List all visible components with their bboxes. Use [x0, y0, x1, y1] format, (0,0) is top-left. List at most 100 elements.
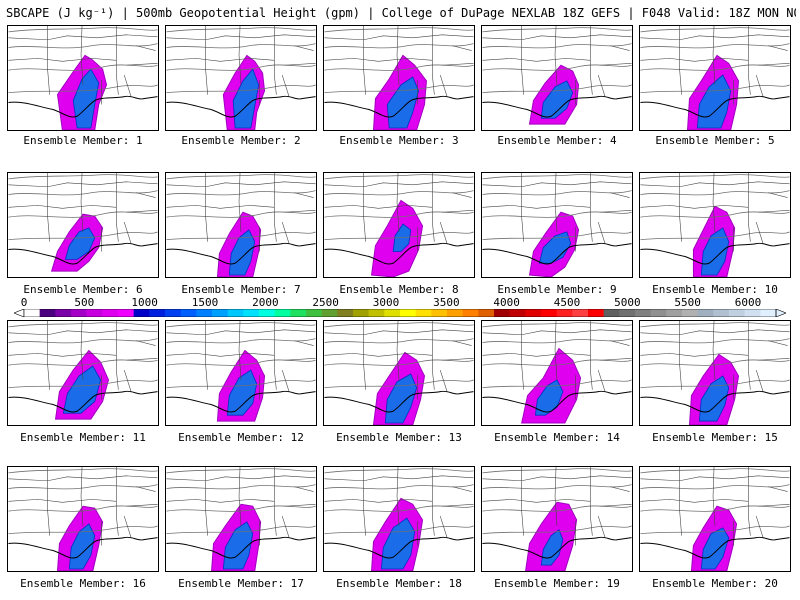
- colorbar-swatch: [180, 309, 197, 317]
- state-border: [679, 321, 682, 390]
- height-contour: [324, 43, 474, 49]
- height-contour: [166, 338, 316, 344]
- colorbar-swatch: [619, 309, 636, 317]
- state-border: [324, 353, 433, 357]
- state-border: [8, 58, 117, 62]
- height-contour: [640, 468, 790, 474]
- height-contour: [166, 190, 316, 196]
- height-contour: [324, 525, 474, 535]
- colorbar-swatch: [447, 309, 463, 317]
- state-border: [482, 475, 632, 482]
- height-contour: [640, 174, 790, 180]
- state-border: [442, 357, 474, 361]
- coastline: [640, 242, 790, 265]
- colorbar-swatch: [682, 309, 698, 317]
- state-border: [238, 321, 242, 380]
- state-border: [116, 321, 119, 390]
- ensemble-member-label: Ensemble Member: 13: [336, 431, 462, 444]
- ensemble-member-label: Ensemble Member: 15: [652, 431, 778, 444]
- colorbar-swatch: [227, 309, 244, 317]
- state-border: [135, 340, 156, 346]
- state-border: [281, 515, 290, 538]
- ensemble-map-panel: [7, 25, 159, 131]
- ensemble-map-panel: [165, 25, 317, 131]
- state-border: [284, 62, 316, 66]
- state-border: [281, 74, 290, 97]
- colorbar-tick-label: 1500: [191, 296, 219, 309]
- colorbar-swatch: [321, 309, 338, 317]
- colorbar-swatch: [713, 309, 730, 317]
- ensemble-member-label: Ensemble Member: 5: [655, 134, 775, 147]
- colorbar-swatch: [760, 309, 777, 317]
- state-border: [755, 515, 764, 538]
- map-canvas: [166, 26, 316, 130]
- height-contour: [8, 468, 158, 474]
- state-border: [293, 45, 314, 51]
- colorbar-swatch: [478, 309, 495, 317]
- height-contour: [482, 505, 632, 512]
- state-border: [47, 173, 50, 242]
- state-border: [554, 173, 558, 232]
- state-border: [748, 26, 751, 95]
- height-contour: [482, 525, 632, 535]
- height-contour: [324, 322, 474, 328]
- state-border: [758, 357, 790, 361]
- state-border: [205, 173, 208, 242]
- state-border: [640, 181, 790, 188]
- height-contour: [640, 64, 790, 71]
- map-canvas: [482, 26, 632, 125]
- colorbar-tick-label: 2500: [312, 296, 339, 309]
- height-contour: [324, 379, 474, 389]
- map-canvas: [640, 173, 790, 277]
- state-border: [324, 58, 433, 62]
- map-canvas: [166, 467, 316, 571]
- colorbar-swatch: [744, 309, 761, 317]
- coastline: [166, 242, 316, 265]
- state-border: [767, 45, 788, 51]
- state-border: [451, 340, 472, 346]
- height-contour: [324, 505, 474, 512]
- state-border: [597, 369, 606, 392]
- state-border: [521, 173, 524, 242]
- state-border: [679, 467, 682, 536]
- colorbar-arrow-right: [775, 309, 786, 317]
- height-contour: [482, 468, 632, 474]
- ensemble-member-label: Ensemble Member: 19: [494, 577, 620, 590]
- state-border: [274, 173, 277, 242]
- state-border: [758, 503, 790, 507]
- state-border: [597, 515, 606, 538]
- state-border: [363, 467, 366, 536]
- ensemble-member-label: Ensemble Member: 3: [339, 134, 459, 147]
- state-border: [600, 209, 632, 213]
- colorbar-swatch: [212, 309, 228, 317]
- map-canvas: [640, 26, 790, 130]
- state-border: [640, 499, 749, 503]
- state-border: [609, 45, 630, 51]
- cape-region-high: [698, 375, 730, 422]
- state-border: [482, 353, 591, 357]
- state-border: [205, 467, 208, 536]
- state-border: [640, 329, 790, 336]
- coastline: [482, 536, 632, 559]
- colorbar-tick-label: 1000: [131, 296, 158, 309]
- ensemble-map-panel: [7, 320, 159, 426]
- colorbar-swatch: [400, 309, 416, 317]
- state-border: [166, 353, 275, 357]
- ensemble-map-panel: [7, 466, 159, 572]
- state-border: [432, 467, 435, 536]
- coastline: [166, 390, 316, 413]
- state-border: [600, 357, 632, 361]
- height-contour: [482, 43, 632, 49]
- cape-region-high: [64, 227, 96, 260]
- coastline: [166, 95, 316, 118]
- ensemble-member-label: Ensemble Member: 11: [20, 431, 146, 444]
- height-contour: [166, 484, 316, 490]
- state-border: [363, 26, 366, 95]
- state-border: [609, 192, 630, 198]
- height-contour: [482, 379, 632, 389]
- colorbar-swatch: [431, 309, 448, 317]
- state-border: [451, 192, 472, 198]
- colorbar-swatch: [556, 309, 573, 317]
- height-contour: [640, 211, 790, 218]
- height-contour: [324, 27, 474, 33]
